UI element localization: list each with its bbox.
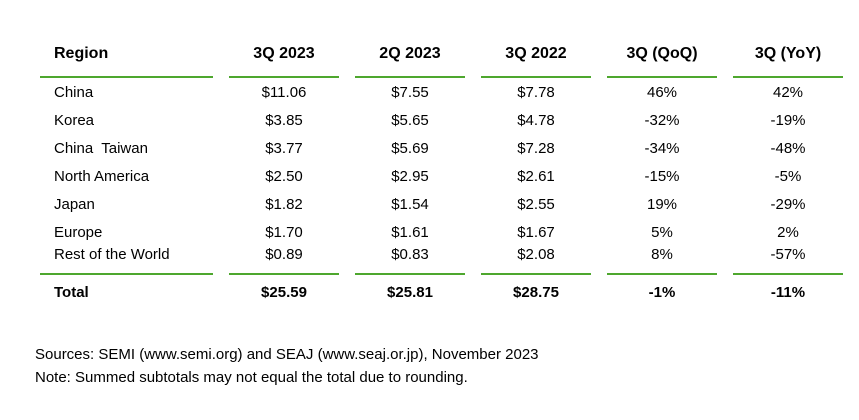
value-cell: $1.67 bbox=[517, 223, 555, 241]
value-cell: $3.85 bbox=[265, 111, 303, 129]
column-header-region: Region bbox=[40, 24, 213, 78]
column-header-3q2023: 3Q 2023 bbox=[229, 24, 339, 78]
value-cell: $2.95 bbox=[391, 167, 429, 185]
region-cell: Korea bbox=[54, 111, 95, 129]
total-row: Total $25.59 $25.81 $28.75 -1% -11% bbox=[40, 275, 843, 303]
region-cell: China Taiwan bbox=[54, 139, 148, 157]
region-cell: China bbox=[54, 83, 94, 101]
column-header-2q2023: 2Q 2023 bbox=[355, 24, 465, 78]
region-cell: Rest of the World bbox=[40, 246, 213, 275]
header-row: Region 3Q 2023 2Q 2023 3Q 2022 3Q (QoQ) … bbox=[40, 24, 843, 78]
total-value-2q2023: $25.81 bbox=[387, 284, 433, 301]
value-cell: $7.28 bbox=[517, 139, 555, 157]
value-cell: $7.78 bbox=[517, 83, 555, 101]
value-cell: $0.89 bbox=[229, 246, 339, 275]
value-cell: -15% bbox=[644, 167, 680, 185]
value-cell: 2% bbox=[777, 223, 799, 241]
value-cell: $2.50 bbox=[265, 167, 303, 185]
total-value-qoq: -1% bbox=[648, 284, 676, 301]
footnotes: Sources: SEMI (www.semi.org) and SEAJ (w… bbox=[35, 343, 539, 389]
value-cell: $2.55 bbox=[517, 195, 555, 213]
value-cell: $5.65 bbox=[391, 111, 429, 129]
value-cell: -32% bbox=[644, 111, 680, 129]
rounding-note: Note: Summed subtotals may not equal the… bbox=[35, 369, 468, 386]
sources-note: Sources: SEMI (www.semi.org) and SEAJ (w… bbox=[35, 346, 539, 363]
value-cell: -19% bbox=[770, 111, 806, 129]
column-header-yoy: 3Q (YoY) bbox=[733, 24, 843, 78]
value-cell: $1.54 bbox=[391, 195, 429, 213]
value-cell: -57% bbox=[733, 246, 843, 275]
value-cell: -48% bbox=[770, 139, 806, 157]
table-row: China Taiwan $3.77 $5.69 $7.28 -34% -48% bbox=[40, 134, 843, 162]
value-cell: 42% bbox=[772, 83, 804, 101]
region-cell: Japan bbox=[54, 195, 95, 213]
value-cell: -34% bbox=[644, 139, 680, 157]
value-cell: $7.55 bbox=[391, 83, 429, 101]
total-label: Total bbox=[54, 284, 89, 301]
value-cell: -29% bbox=[770, 195, 806, 213]
value-cell: 46% bbox=[646, 83, 678, 101]
value-cell: 5% bbox=[651, 223, 673, 241]
total-value-yoy: -11% bbox=[770, 284, 806, 301]
table-row: Europe $1.70 $1.61 $1.67 5% 2% bbox=[40, 218, 843, 246]
value-cell: 8% bbox=[607, 246, 717, 275]
value-cell: $11.06 bbox=[261, 83, 307, 101]
total-value-3q2023: $25.59 bbox=[261, 284, 307, 301]
table-row: North America $2.50 $2.95 $2.61 -15% -5% bbox=[40, 162, 843, 190]
table-row: China $11.06 $7.55 $7.78 46% 42% bbox=[40, 78, 843, 106]
table-body: China $11.06 $7.55 $7.78 46% 42% Korea $3.85 $5.… bbox=[40, 78, 843, 275]
value-cell: $5.69 bbox=[391, 139, 429, 157]
column-header-qoq: 3Q (QoQ) bbox=[607, 24, 717, 78]
value-cell: $4.78 bbox=[517, 111, 555, 129]
value-cell: $3.77 bbox=[265, 139, 303, 157]
region-cell: North America bbox=[54, 167, 150, 185]
table-row: Rest of the World $0.89 $0.83 $2.08 8% -57% bbox=[40, 246, 843, 275]
value-cell: $1.61 bbox=[391, 223, 429, 241]
total-value-3q2022: $28.75 bbox=[513, 284, 559, 301]
value-cell: $1.82 bbox=[265, 195, 303, 213]
value-cell: 19% bbox=[646, 195, 678, 213]
table-row: Korea $3.85 $5.65 $4.78 -32% -19% bbox=[40, 106, 843, 134]
value-cell: $2.61 bbox=[517, 167, 555, 185]
value-cell: $0.83 bbox=[355, 246, 465, 275]
regional-billings-table: Region 3Q 2023 2Q 2023 3Q 2022 3Q (QoQ) … bbox=[24, 24, 859, 303]
value-cell: $2.08 bbox=[481, 246, 591, 275]
value-cell: $1.70 bbox=[265, 223, 303, 241]
table-row: Japan $1.82 $1.54 $2.55 19% -29% bbox=[40, 190, 843, 218]
value-cell: -5% bbox=[774, 167, 802, 185]
region-cell: Europe bbox=[54, 223, 103, 241]
column-header-3q2022: 3Q 2022 bbox=[481, 24, 591, 78]
